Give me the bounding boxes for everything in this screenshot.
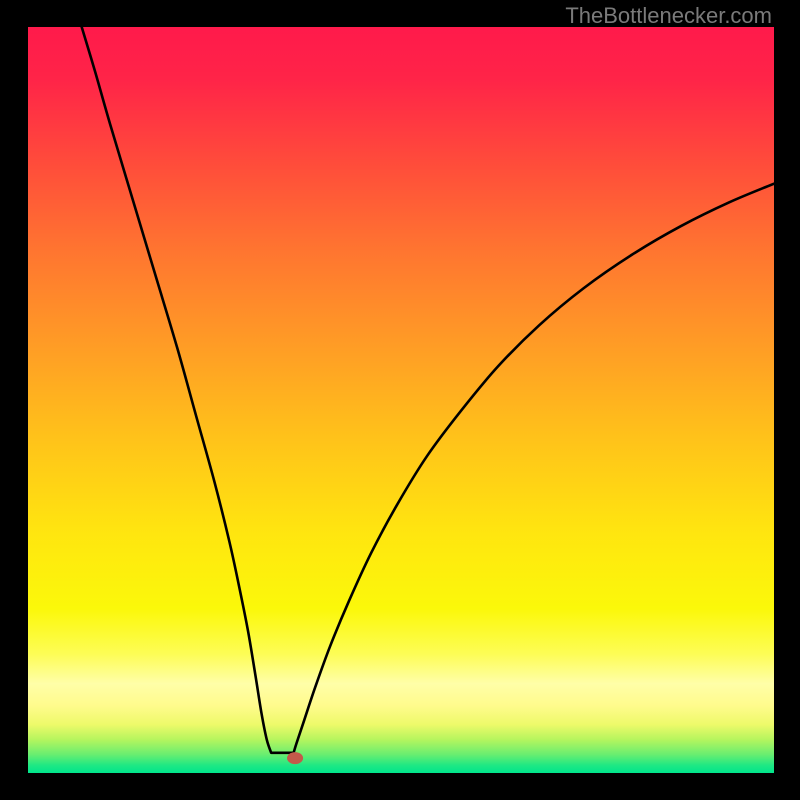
- watermark-label: TheBottlenecker.com: [565, 3, 772, 29]
- chart-container: TheBottlenecker.com: [0, 0, 800, 800]
- optimal-point-marker: [287, 752, 303, 764]
- bottleneck-curve: [82, 27, 774, 753]
- curve-layer: [28, 27, 774, 773]
- plot-area: [28, 27, 774, 773]
